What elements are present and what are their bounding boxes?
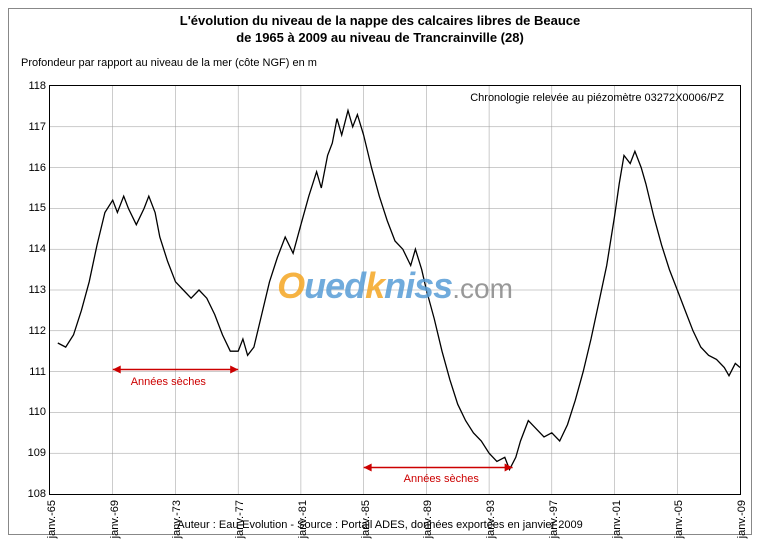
y-tick: 112 [28, 325, 46, 337]
y-tick: 118 [28, 80, 46, 92]
y-tick: 111 [29, 366, 46, 378]
y-tick: 115 [28, 202, 46, 214]
chart-frame: L'évolution du niveau de la nappe des ca… [8, 8, 752, 535]
watermark-com: .com [452, 273, 513, 304]
y-tick: 109 [28, 447, 46, 459]
title-line-1: L'évolution du niveau de la nappe des ca… [9, 13, 751, 30]
watermark-k: k [365, 265, 384, 306]
y-tick: 110 [28, 406, 46, 418]
title-line-2: de 1965 à 2009 au niveau de Trancrainvil… [9, 30, 751, 47]
watermark-o: O [277, 265, 304, 306]
y-tick: 116 [28, 162, 46, 174]
watermark-ued: ued [304, 265, 365, 306]
y-axis-label: Profondeur par rapport au niveau de la m… [21, 57, 317, 69]
dry-period-2-label: Années sèches [404, 473, 479, 485]
chart-title: L'évolution du niveau de la nappe des ca… [9, 9, 751, 47]
y-tick: 117 [28, 121, 46, 133]
piezometer-note: Chronologie relevée au piézomètre 03272X… [470, 92, 724, 104]
footer-credits: Auteur : Eau-Evolution - Source : Portai… [9, 519, 751, 531]
plot-area: Chronologie relevée au piézomètre 03272X… [49, 85, 741, 495]
y-tick: 114 [28, 243, 46, 255]
y-tick: 113 [28, 284, 46, 296]
watermark: Ouedkniss.com [277, 265, 513, 307]
watermark-niss: niss [384, 265, 452, 306]
y-tick: 108 [28, 488, 46, 500]
dry-period-1-label: Années sèches [131, 376, 206, 388]
